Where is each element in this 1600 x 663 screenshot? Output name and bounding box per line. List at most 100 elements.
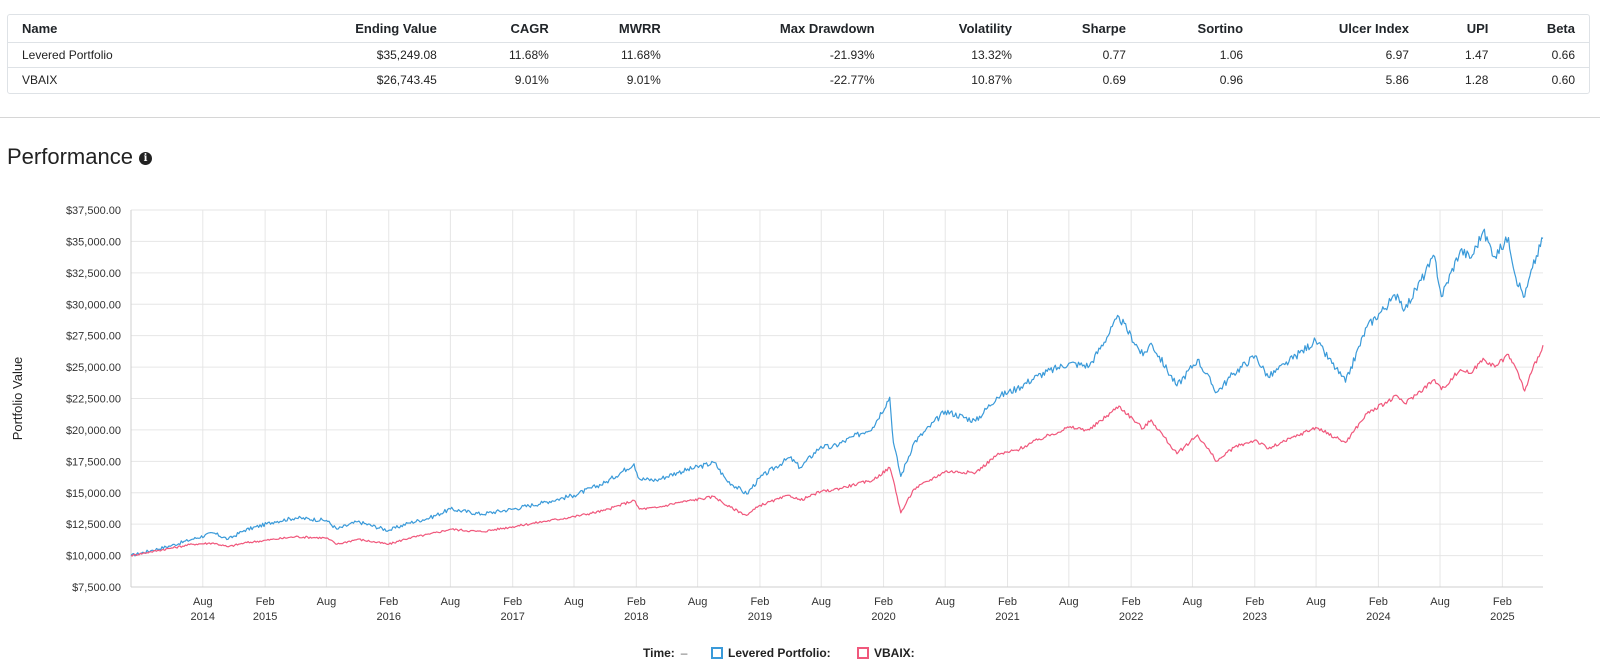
x-tick-label: Aug: [441, 596, 461, 608]
table-cell: 0.69: [1025, 66, 1140, 92]
x-tick-label: Feb: [503, 596, 522, 608]
table-cell: VBAIX: [8, 66, 227, 92]
info-circle-icon[interactable]: i: [139, 152, 152, 165]
legend-item-levered-portfolio[interactable]: Levered Portfolio:: [711, 646, 831, 660]
x-tick-year-label: 2014: [191, 611, 215, 623]
column-header[interactable]: Ending Value: [226, 15, 451, 43]
table-cell: 1.28: [1422, 66, 1503, 92]
x-tick-year-label: 2021: [995, 611, 1019, 623]
column-header[interactable]: CAGR: [450, 15, 563, 43]
x-tick-label: Aug: [935, 596, 955, 608]
x-tick-year-label: 2016: [377, 611, 401, 623]
y-tick-label: $22,500.00: [66, 394, 121, 406]
x-tick-label: Feb: [1493, 596, 1512, 608]
x-tick-label: Aug: [1183, 596, 1203, 608]
x-tick-year-label: 2017: [500, 611, 524, 623]
y-tick-label: $25,000.00: [66, 362, 121, 374]
column-header[interactable]: UPI: [1422, 15, 1503, 43]
column-header[interactable]: Sortino: [1139, 15, 1258, 43]
x-tick-year-label: 2019: [748, 611, 772, 623]
table-cell: 0.60: [1502, 66, 1589, 92]
section-title: Performance: [7, 144, 133, 169]
table-cell: 9.01%: [450, 66, 563, 92]
table-cell: 0.77: [1102, 47, 1126, 62]
column-header[interactable]: MWRR: [562, 15, 675, 43]
table-cell: 0.96: [1139, 66, 1258, 92]
y-tick-label: $17,500.00: [66, 456, 121, 468]
table-row: VBAIX $26,743.45 9.01% 9.01% -22.77% 10.87% 0.…: [8, 66, 1589, 92]
x-tick-label: Feb: [1245, 596, 1264, 608]
legend-swatch-icon: [711, 647, 723, 659]
x-tick-label: Aug: [811, 596, 831, 608]
table-cell: 6.97: [1385, 47, 1409, 62]
x-tick-year-label: 2015: [253, 611, 277, 623]
table-cell: Levered Portfolio: [22, 47, 113, 62]
x-tick-year-label: 2025: [1490, 611, 1514, 623]
series-line-vbaix: [130, 345, 1544, 557]
table-cell: 5.86: [1257, 66, 1423, 92]
y-axis-label: Portfolio Value: [10, 357, 25, 441]
column-header[interactable]: Volatility: [888, 15, 1026, 43]
column-header[interactable]: Max Drawdown: [674, 15, 889, 43]
y-tick-label: $12,500.00: [66, 519, 121, 531]
x-tick-year-label: 2022: [1119, 611, 1143, 623]
table-cell: -21.93%: [829, 47, 875, 62]
x-tick-year-label: 2018: [624, 611, 648, 623]
legend-label: Levered Portfolio:: [728, 646, 831, 660]
series-line-levered-portfolio: [130, 228, 1544, 557]
x-tick-label: Aug: [1059, 596, 1079, 608]
column-header[interactable]: Name: [8, 15, 227, 43]
legend-time-label: Time:: [643, 646, 675, 660]
y-tick-label: $20,000.00: [66, 425, 121, 437]
y-tick-label: $32,500.00: [66, 268, 121, 280]
x-tick-year-label: 2024: [1366, 611, 1390, 623]
column-header[interactable]: Beta: [1502, 15, 1589, 43]
legend-item-vbaix[interactable]: VBAIX:: [857, 646, 915, 660]
table-cell: $35,249.08: [376, 47, 437, 62]
legend-time-value: –: [680, 646, 688, 660]
performance-chart[interactable]: $7,500.00 $10,000.00 $12,500.00 $15,000.00 $…: [0, 180, 1600, 640]
legend-label: VBAIX:: [874, 646, 915, 660]
y-tick-label: $35,000.00: [66, 236, 121, 248]
x-tick-label: Aug: [1306, 596, 1326, 608]
legend-swatch-icon: [857, 647, 869, 659]
stats-table: Name Ending Value CAGR MWRR Max Drawdown Vola…: [8, 15, 1589, 92]
y-tick-label: $30,000.00: [66, 299, 121, 311]
x-tick-label: Aug: [193, 596, 213, 608]
table-cell: 11.68%: [508, 47, 549, 62]
legend-time: Time: –: [643, 646, 687, 660]
x-tick-label: Feb: [750, 596, 769, 608]
x-tick-label: Feb: [874, 596, 893, 608]
x-tick-label: Aug: [564, 596, 584, 608]
table-cell: $26,743.45: [226, 66, 451, 92]
x-tick-year-label: 2020: [871, 611, 895, 623]
section-divider: [0, 117, 1600, 118]
table-cell: 0.66: [1551, 47, 1575, 62]
table-cell: 1.06: [1219, 47, 1244, 62]
x-tick-label: Feb: [379, 596, 398, 608]
column-header[interactable]: Sharpe: [1025, 15, 1140, 43]
table-cell: 11.68%: [620, 47, 661, 62]
stats-header-row: Name Ending Value CAGR MWRR Max Drawdown Vola…: [8, 15, 1589, 43]
y-tick-label: $10,000.00: [66, 551, 121, 563]
y-tick-label: $27,500.00: [66, 331, 121, 343]
x-tick-label: Feb: [627, 596, 646, 608]
y-tick-label: $7,500.00: [72, 582, 121, 594]
stats-body: Levered Portfolio $35,249.08 11.68% 11.68% -…: [8, 42, 1589, 92]
x-tick-label: Feb: [1369, 596, 1388, 608]
y-tick-label: $15,000.00: [66, 488, 121, 500]
x-tick-label: Feb: [1122, 596, 1141, 608]
column-header[interactable]: Ulcer Index: [1257, 15, 1423, 43]
table-cell: -22.77%: [674, 66, 889, 92]
y-tick-label: $37,500.00: [66, 205, 121, 217]
table-cell: 9.01%: [562, 66, 675, 92]
stats-table-container: Name Ending Value CAGR MWRR Max Drawdown Vola…: [7, 14, 1590, 94]
table-cell: 1.47: [1465, 47, 1489, 62]
x-tick-label: Feb: [256, 596, 275, 608]
x-tick-label: Aug: [1430, 596, 1450, 608]
x-tick-label: Aug: [317, 596, 337, 608]
table-cell: 13.32%: [971, 47, 1012, 62]
x-tick-label: Aug: [688, 596, 708, 608]
table-row: Levered Portfolio $35,249.08 11.68% 11.68% -…: [8, 42, 1589, 67]
table-cell: 10.87%: [888, 66, 1026, 92]
